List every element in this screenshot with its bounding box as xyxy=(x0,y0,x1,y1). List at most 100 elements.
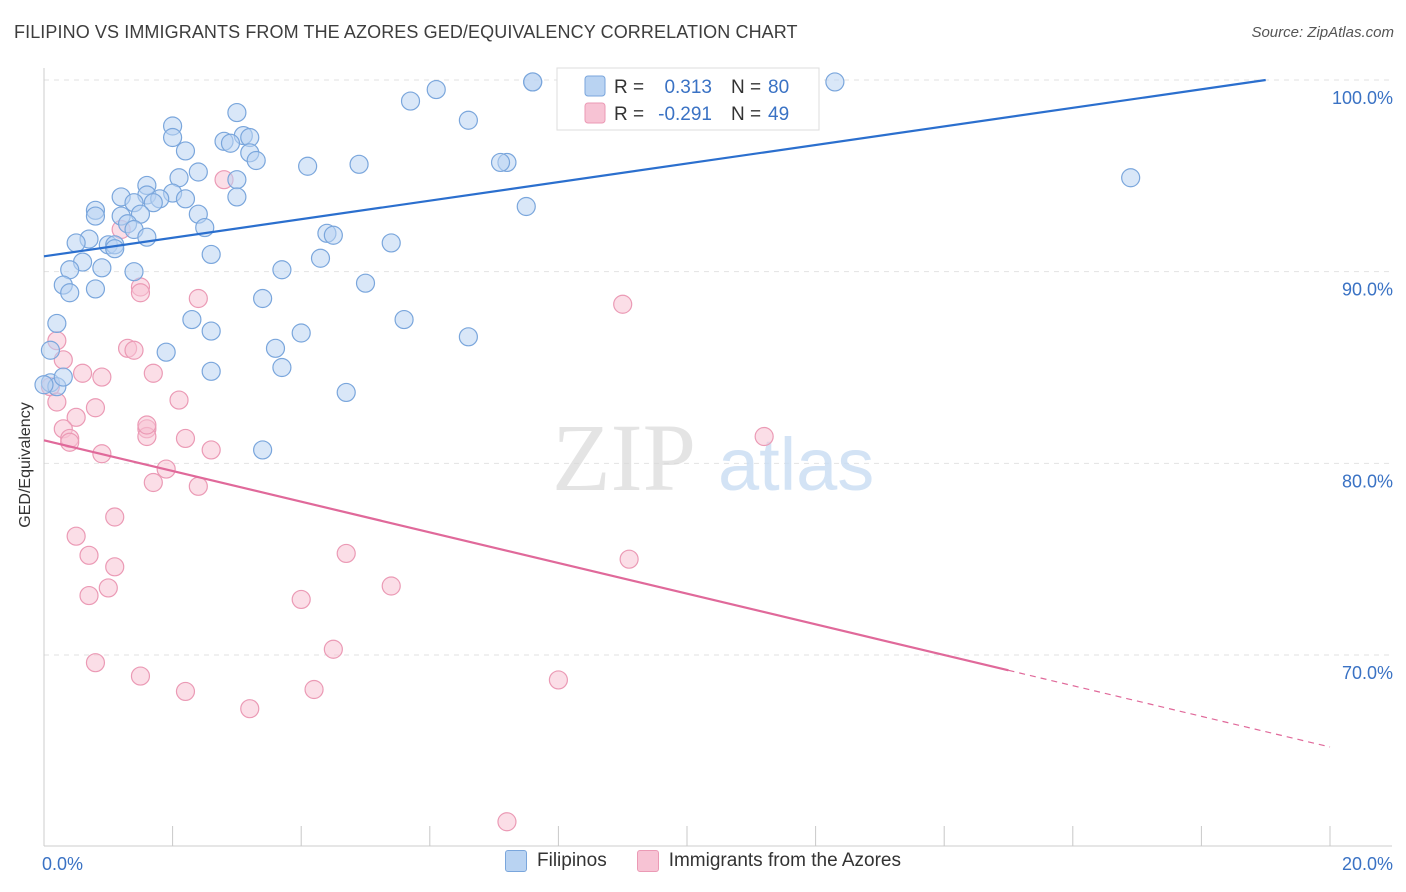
filipino-point xyxy=(523,72,543,92)
legend-label-azores: Immigrants from the Azores xyxy=(668,850,901,871)
filipino-point xyxy=(201,244,221,265)
y-tick-label: 90.0% xyxy=(1342,280,1393,300)
filipino-point xyxy=(1121,168,1141,188)
legend-item-filipinos: Filipinos xyxy=(505,850,607,872)
filipino-point xyxy=(47,313,67,334)
filipino-point xyxy=(163,127,183,148)
filipino-point xyxy=(458,110,478,130)
filipino-point xyxy=(227,187,247,207)
stats-swatch xyxy=(584,75,606,97)
filipino-point xyxy=(253,440,273,460)
azores-point xyxy=(105,507,125,527)
filipino-point xyxy=(394,309,414,330)
azores-point xyxy=(98,578,118,598)
filipino-point xyxy=(227,102,247,123)
filipino-point xyxy=(825,72,845,92)
filipino-point xyxy=(201,361,221,381)
filipino-point xyxy=(246,150,266,171)
stats-r-label: R = xyxy=(614,77,644,98)
filipino-point xyxy=(253,288,273,309)
filipino-point xyxy=(227,170,247,190)
filipino-point xyxy=(143,193,163,213)
watermark-atlas: atlas xyxy=(718,423,874,506)
trend-line-filipinos xyxy=(43,78,1266,258)
filipino-point xyxy=(85,279,106,299)
legend-swatch-azores xyxy=(636,850,659,872)
azores-point xyxy=(613,294,633,314)
filipino-point xyxy=(323,225,343,245)
azores-point xyxy=(79,585,99,606)
filipino-point xyxy=(66,233,86,253)
stats-n-value: 49 xyxy=(768,104,789,125)
azores-point xyxy=(85,653,106,673)
grid-lines xyxy=(44,79,1392,656)
legend-label-filipinos: Filipinos xyxy=(537,850,607,871)
azores-point xyxy=(497,812,517,832)
y-tick-label: 80.0% xyxy=(1342,471,1393,491)
stats-n-label: N = xyxy=(731,77,761,98)
filipino-point xyxy=(355,273,376,293)
stats-box: R = 0.313 N = 80 R = -0.291 N = 49 xyxy=(556,67,820,131)
azores-point xyxy=(137,415,157,435)
chart-title: FILIPINO VS IMMIGRANTS FROM THE AZORES G… xyxy=(14,22,798,42)
trend-lines xyxy=(43,78,1331,748)
filipino-point xyxy=(85,206,106,226)
azores-point xyxy=(79,545,99,565)
watermark: ZIP atlas xyxy=(552,404,874,511)
filipino-point xyxy=(349,154,369,174)
filipino-point xyxy=(220,133,241,153)
stats-r-value: 0.313 xyxy=(664,77,712,98)
filipino-point xyxy=(310,248,331,268)
azores-point xyxy=(336,543,356,564)
azores-point xyxy=(143,363,163,383)
series-filipinos-points xyxy=(34,72,1141,460)
filipino-point xyxy=(298,156,318,176)
azores-point xyxy=(124,340,144,360)
filipino-point xyxy=(182,309,202,330)
filipino-point xyxy=(92,258,112,278)
azores-point xyxy=(304,679,324,700)
filipino-point xyxy=(175,189,196,209)
y-tick-label: 100.0% xyxy=(1332,88,1393,108)
legend-swatch-filipinos xyxy=(505,850,527,872)
filipino-point xyxy=(490,152,511,173)
watermark-zip: ZIP xyxy=(552,404,696,511)
filipino-point xyxy=(124,262,144,282)
azores-point xyxy=(323,639,343,659)
filipino-point xyxy=(426,79,446,100)
azores-point xyxy=(754,426,774,447)
azores-point xyxy=(291,589,311,610)
filipino-point xyxy=(175,141,196,161)
filipino-point xyxy=(336,382,356,403)
trend-line-azores-extension xyxy=(1008,669,1331,748)
stats-r-value: -0.291 xyxy=(658,104,712,125)
trend-line-azores xyxy=(43,439,1009,672)
filipino-point xyxy=(458,327,478,347)
x-axis: 0.0% 20.0% xyxy=(42,826,1393,874)
azores-point xyxy=(66,407,86,427)
azores-point xyxy=(130,283,151,303)
x-tick-label: 0.0% xyxy=(42,854,83,874)
azores-point xyxy=(143,472,163,493)
azores-point xyxy=(188,288,208,309)
azores-point xyxy=(201,440,221,460)
azores-point xyxy=(240,699,260,719)
y-axis: 100.0% 90.0% 80.0% 70.0% xyxy=(43,68,1393,846)
azores-point xyxy=(188,476,208,496)
filipino-point xyxy=(53,367,73,387)
filipino-point xyxy=(516,196,536,217)
azores-point xyxy=(175,681,196,702)
filipino-point xyxy=(60,283,80,303)
azores-point xyxy=(66,526,86,546)
filipino-point xyxy=(188,162,208,182)
filipino-point xyxy=(40,340,61,360)
stats-n-value: 80 xyxy=(768,77,789,98)
azores-point xyxy=(381,576,401,596)
stats-swatch xyxy=(584,102,606,124)
filipino-point xyxy=(34,375,54,395)
azores-point xyxy=(72,363,93,383)
filipino-point xyxy=(272,260,292,280)
filipino-point xyxy=(400,91,421,111)
azores-point xyxy=(130,666,151,686)
filipino-point xyxy=(105,239,125,259)
